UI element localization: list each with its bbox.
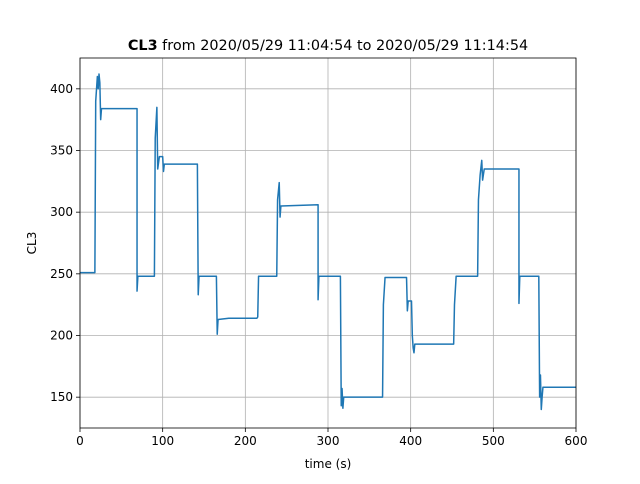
y-tick-label: 400 [50, 82, 73, 96]
x-tick-label: 400 [399, 434, 422, 448]
y-tick-label: 250 [50, 267, 73, 281]
y-axis-label: CL3 [25, 232, 39, 255]
title-bold: CL3 [128, 38, 158, 54]
y-tick-label: 350 [50, 144, 73, 158]
x-axis-label: time (s) [305, 457, 352, 471]
y-tick-label: 150 [50, 390, 73, 404]
x-tick-label: 500 [482, 434, 505, 448]
x-tick-label: 300 [317, 434, 340, 448]
y-tick-label: 200 [50, 329, 73, 343]
title-rest: from 2020/05/29 11:04:54 to 2020/05/29 1… [162, 38, 528, 54]
plot-frame [79, 57, 577, 429]
chart-title: CL3 from 2020/05/29 11:04:54 to 2020/05/… [128, 38, 528, 54]
data-line [80, 73, 576, 411]
x-tick-label: 100 [151, 434, 174, 448]
x-tick-label: 0 [76, 434, 84, 448]
y-tick-label: 300 [50, 205, 73, 219]
x-tick-label: 600 [565, 434, 588, 448]
x-tick-label: 200 [234, 434, 257, 448]
